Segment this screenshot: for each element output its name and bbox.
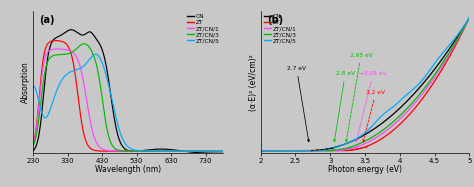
Text: 2.95 eV: 2.95 eV <box>346 53 373 142</box>
Text: 2.8 eV: 2.8 eV <box>334 71 355 142</box>
Y-axis label: Absorption: Absorption <box>21 61 30 103</box>
Text: →3.05 eV: →3.05 eV <box>356 71 387 142</box>
Legend: CN, ZT, ZT/CN/1, ZT/CN/3, ZT/CN/5: CN, ZT, ZT/CN/1, ZT/CN/3, ZT/CN/5 <box>264 14 297 43</box>
Text: 2.7 eV: 2.7 eV <box>287 66 310 142</box>
Text: (b): (b) <box>267 16 283 25</box>
Y-axis label: (α·E)² (eV/cm)²: (α·E)² (eV/cm)² <box>249 54 258 111</box>
Text: (a): (a) <box>39 16 55 25</box>
X-axis label: Photon energy (eV): Photon energy (eV) <box>328 165 402 174</box>
Legend: CN, ZT, ZT/CN/1, ZT/CN/3, ZT/CN/5: CN, ZT, ZT/CN/1, ZT/CN/3, ZT/CN/5 <box>187 14 220 43</box>
Text: 3.2 eV: 3.2 eV <box>363 90 385 142</box>
X-axis label: Wavelength (nm): Wavelength (nm) <box>95 165 161 174</box>
